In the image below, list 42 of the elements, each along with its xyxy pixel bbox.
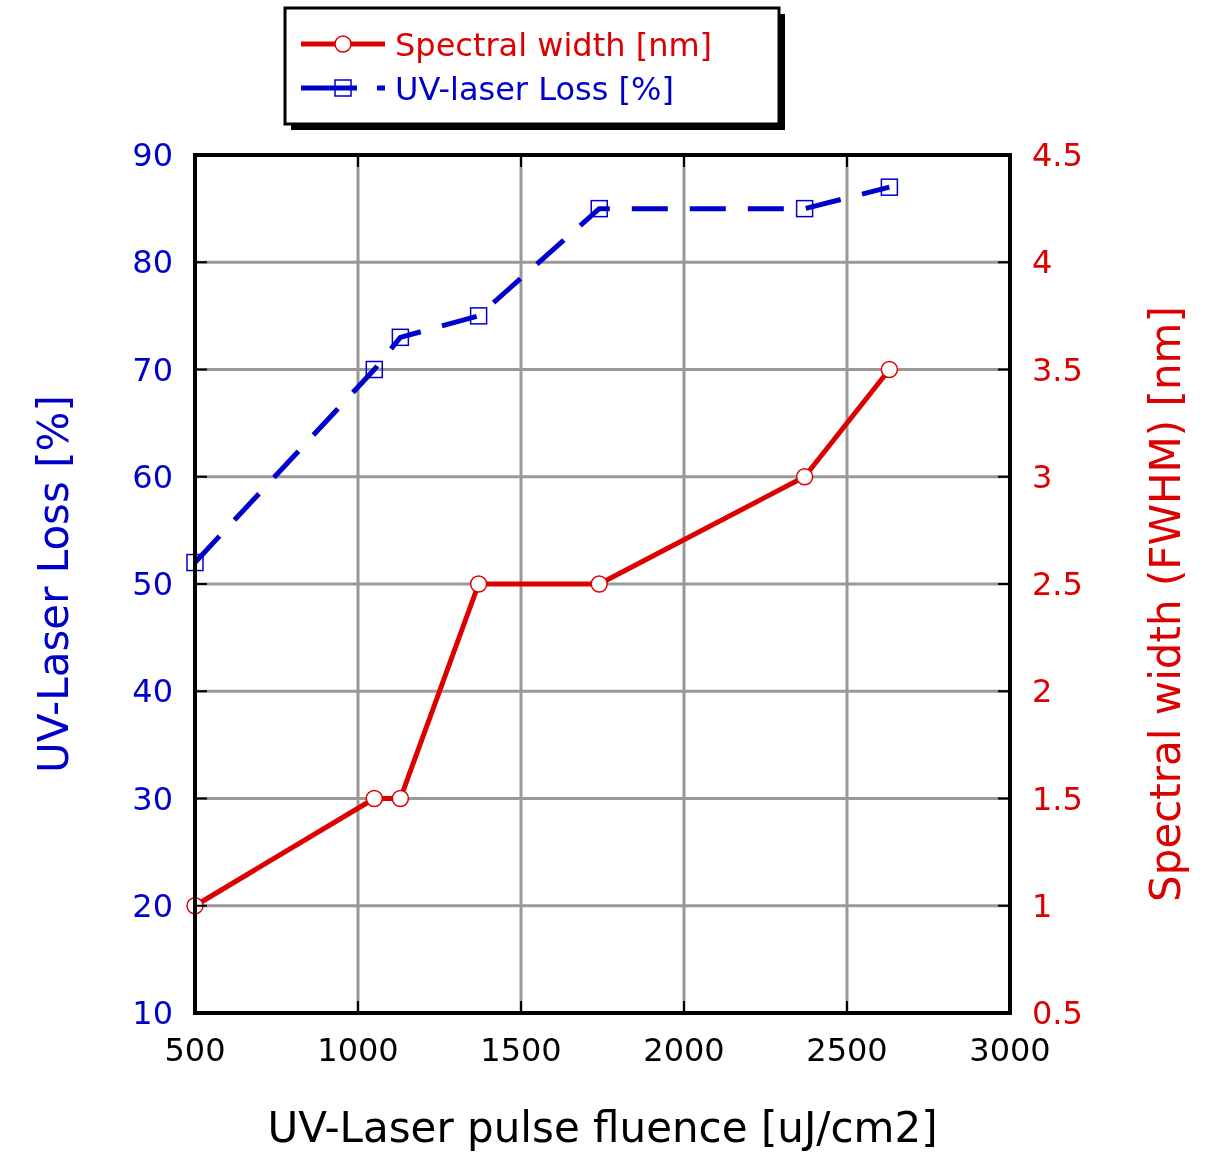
y2-tick-label: 3: [1032, 457, 1053, 496]
point: [590, 575, 608, 593]
point: [880, 360, 899, 379]
x-tick-label: 1500: [480, 1031, 562, 1069]
point: [795, 199, 814, 218]
y2-tick-label: 2: [1032, 672, 1053, 711]
point: [365, 789, 384, 808]
point: [391, 328, 410, 347]
x-tick-label: 1000: [317, 1031, 399, 1069]
y2-tick-label: 4.5: [1032, 136, 1083, 174]
y-tick-label: 80: [132, 243, 173, 282]
y-tick-label: 10: [132, 994, 173, 1032]
x-tick-label: 2500: [806, 1031, 888, 1069]
y2-tick-label: 1: [1032, 886, 1053, 925]
y2-tick-label: 1.5: [1032, 779, 1083, 818]
y-tick-label: 50: [132, 565, 173, 603]
y-tick-label: 70: [132, 350, 173, 389]
point: [880, 178, 899, 196]
x-axis-title: UV-Laser pulse fluence [uJ/cm2]: [267, 1103, 938, 1152]
x-tick-label: 500: [164, 1031, 226, 1069]
point: [795, 468, 814, 486]
y2-tick-label: 2.5: [1032, 565, 1083, 603]
y-tick-label: 20: [132, 886, 173, 925]
legend-label: Spectral width [nm]: [395, 26, 713, 64]
point: [590, 199, 608, 218]
y2-tick-label: 0.5: [1032, 994, 1083, 1032]
x-tick-label: 2000: [643, 1031, 725, 1069]
y-tick-label: 60: [132, 457, 173, 496]
legend-label: UV-laser Loss [%]: [395, 70, 674, 108]
point: [391, 789, 410, 808]
y2-axis-title: Spectral width (FWHM) [nm]: [1141, 306, 1190, 902]
point: [365, 360, 384, 379]
y2-tick-label: 3.5: [1032, 350, 1083, 389]
y-tick-label: 90: [132, 136, 173, 174]
y-tick-label: 30: [132, 779, 173, 818]
y-tick-label: 40: [132, 672, 173, 711]
point: [469, 307, 488, 325]
point: [469, 575, 488, 593]
y2-tick-label: 4: [1032, 243, 1053, 282]
y-axis-title: UV-Laser Loss [%]: [29, 395, 78, 773]
x-tick-label: 3000: [969, 1031, 1051, 1069]
point: [186, 553, 204, 572]
